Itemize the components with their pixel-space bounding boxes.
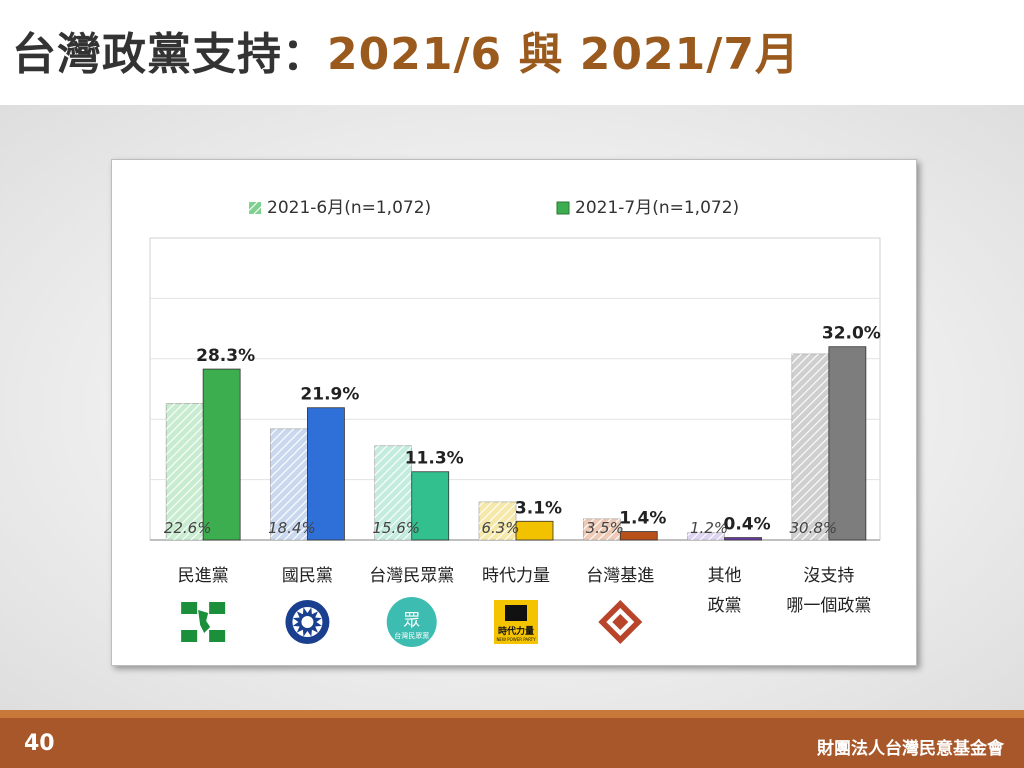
bar-jun-hatch <box>374 445 412 540</box>
plot-area <box>149 237 881 541</box>
data-label-jul: 32.0% <box>822 324 881 344</box>
dpp-flag-square <box>209 602 226 614</box>
bar-jul <box>307 407 345 541</box>
data-label-jun: 15.6% <box>372 519 420 537</box>
data-label-jul: 1.4% <box>619 509 666 529</box>
data-label-jun: 18.4% <box>268 519 316 537</box>
bar-jul <box>828 346 867 541</box>
dpp-flag-square <box>181 630 198 642</box>
bar-jun-hatch <box>583 518 621 540</box>
bar-jun-hatch <box>791 353 829 540</box>
npp-logo-name: 時代力量 <box>498 625 534 637</box>
legend-label-jul: 2021-7月(n=1,072) <box>575 198 739 218</box>
legend-label-jun: 2021-6月(n=1,072) <box>267 198 431 218</box>
data-label-jul: 21.9% <box>300 385 359 405</box>
category-label: 台灣民眾黨 <box>369 566 454 586</box>
bar-jul <box>515 520 554 541</box>
data-label-jul: 28.3% <box>196 346 255 366</box>
data-label-jun: 3.5% <box>586 519 624 537</box>
tpp-logo-icon <box>386 597 437 647</box>
npp-logo-eng: NEW POWER PARTY <box>496 637 536 642</box>
data-label-jun: 30.8% <box>790 519 838 537</box>
legend-swatch-jul <box>556 201 570 215</box>
footer-stripe <box>0 710 1024 718</box>
category-label: 時代力量 <box>482 566 550 586</box>
bar-jul <box>619 531 658 541</box>
category-label: 政黨 <box>708 596 742 616</box>
category-label: 國民黨 <box>282 566 333 586</box>
chart-frame: 2021-6月(n=1,072) 2021-7月(n=1,072) 22.6% 28.… <box>111 159 917 666</box>
bar-chart: 2021-6月(n=1,072) 2021-7月(n=1,072) 22.6% 28.… <box>149 198 881 647</box>
bar-jul <box>202 368 241 541</box>
bar-jul <box>411 471 450 541</box>
bar-jun-hatch <box>479 501 516 540</box>
category-label: 台灣基進 <box>586 566 654 586</box>
legend-swatch-jun-hatch <box>249 202 261 214</box>
bar-jul <box>724 537 762 541</box>
footer-bar <box>0 710 1024 768</box>
category-label: 民進黨 <box>178 566 229 586</box>
data-label-jul: 11.3% <box>405 449 464 469</box>
data-label-jul: 0.4% <box>723 515 770 535</box>
bar-jun-hatch <box>166 403 204 540</box>
category-label: 哪一個政黨 <box>786 596 871 616</box>
npp-logo-block <box>505 605 527 621</box>
dpp-flag-square <box>209 630 226 642</box>
tpp-logo-char: 眾 <box>403 611 420 631</box>
page-number: 40 <box>24 731 55 756</box>
data-label-jun: 22.6% <box>164 519 212 537</box>
data-label-jul: 3.1% <box>515 498 562 518</box>
category-label: 其他 <box>708 566 742 586</box>
slide-title-prefix: 台灣政黨支持： <box>12 29 327 80</box>
bar-jun-hatch <box>687 532 725 540</box>
kmt-sun-center <box>301 616 314 628</box>
data-label-jun: 1.2% <box>690 519 728 537</box>
dpp-flag-square <box>181 602 198 614</box>
category-label: 沒支持 <box>803 566 854 586</box>
slide-title: 台灣政黨支持：2021/6 與 2021/7月 <box>12 18 800 82</box>
slide-title-dates: 2021/6 與 2021/7月 <box>327 29 800 80</box>
organization-name: 財團法人台灣民意基金會 <box>817 739 1004 759</box>
taiwan-shape-icon <box>198 610 211 633</box>
tpp-logo-name: 台灣民眾黨 <box>394 631 429 640</box>
tsp-logo-core <box>612 614 629 630</box>
bar-jun-hatch <box>270 428 308 540</box>
data-label-jun: 6.3% <box>481 519 519 537</box>
